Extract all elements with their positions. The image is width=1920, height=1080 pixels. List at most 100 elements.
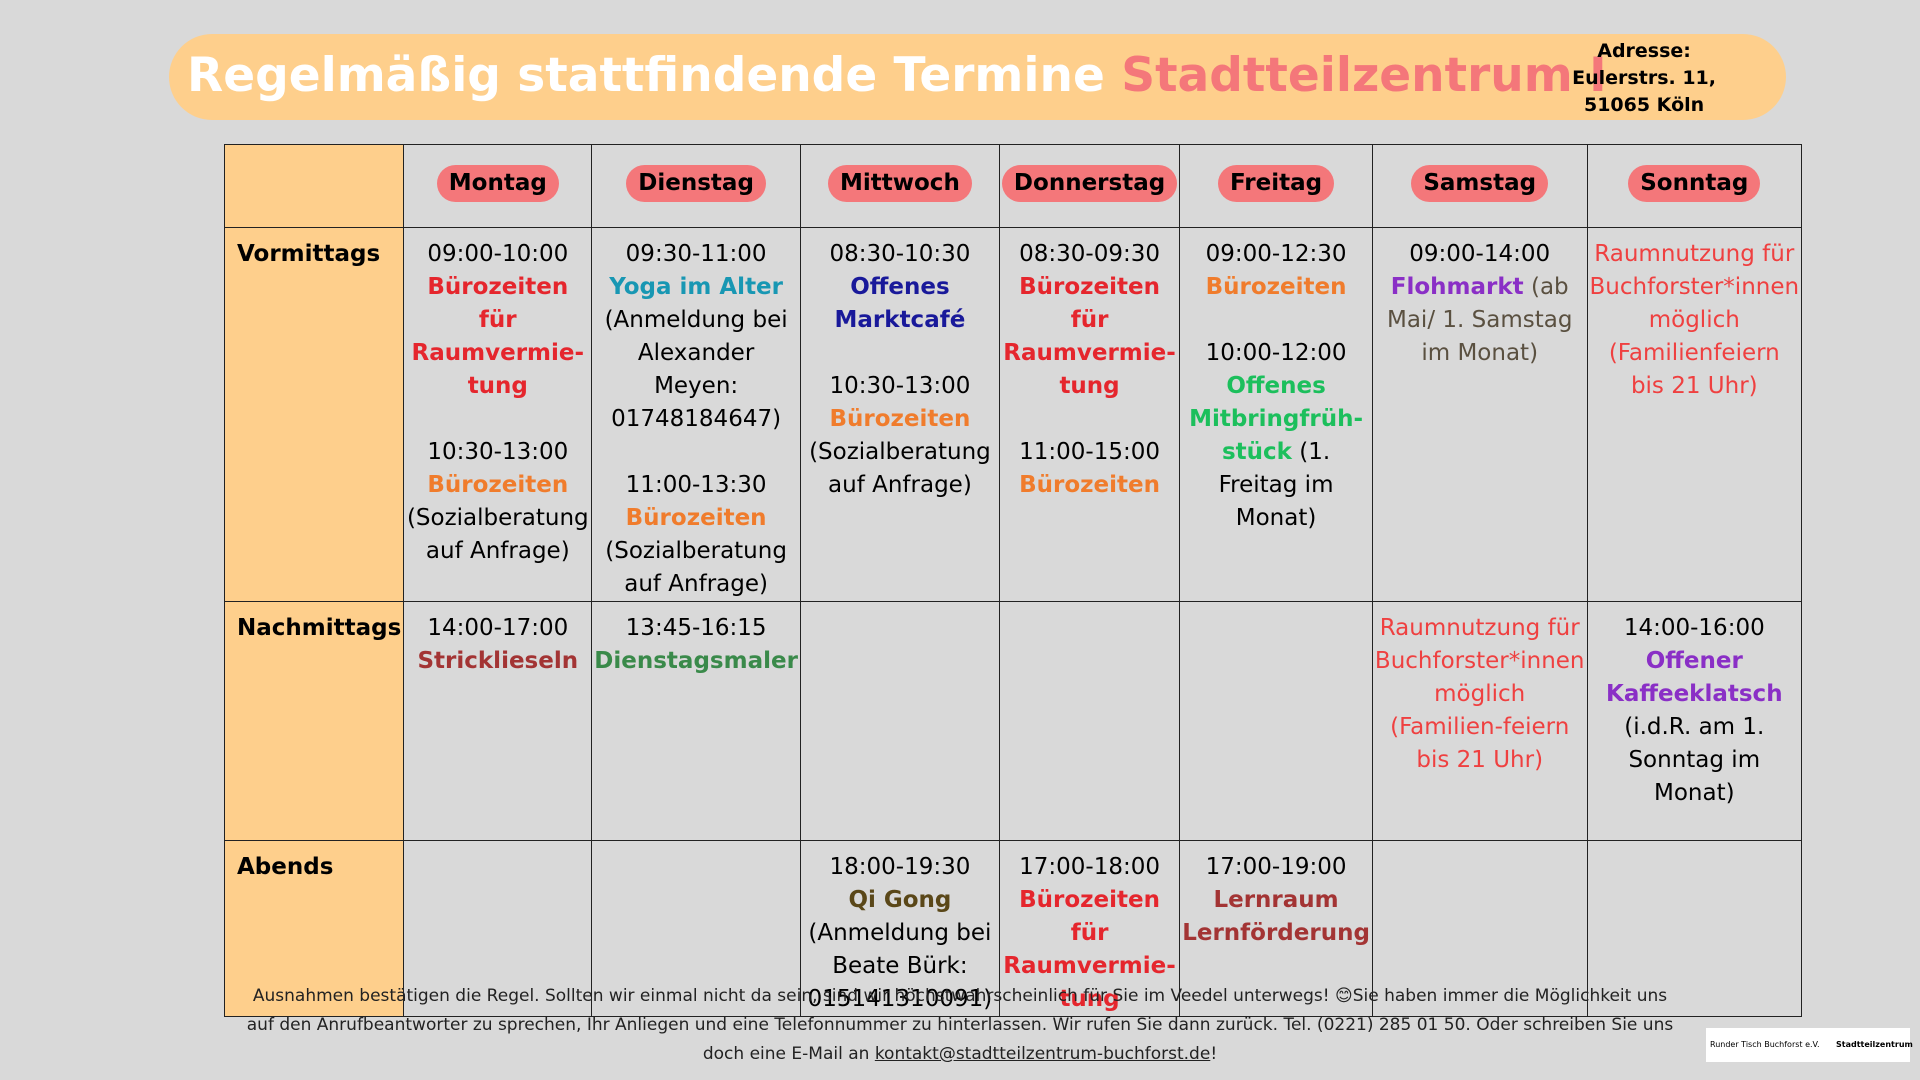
cell: Raumnutzung für Buchforster*innen möglic… <box>1586 227 1803 602</box>
note: (Anmeldung bei Alexander Meyen: 01748184… <box>604 307 788 432</box>
logos: Runder Tisch Buchforst e.V. Stadtteilzen… <box>1706 1028 1913 1062</box>
time: 11:00-15:00 <box>1019 439 1160 465</box>
period-row: Nachmittags 14:00-17:00 Stricklieseln 13:45… <box>223 601 1803 841</box>
entry: 18:00-19:30 Qi Gong (Anmeldung bei Beate … <box>803 851 997 1016</box>
event-title: Bürozeiten für Raumvermie­tung <box>1003 887 1176 1012</box>
day-cell: Mittwoch <box>799 144 1000 228</box>
time: 17:00-19:00 <box>1205 854 1347 880</box>
cell: 18:00-19:30 Qi Gong (Anmeldung bei Beate … <box>799 840 1000 1017</box>
note: (Sozialberatung auf Anfrage) <box>406 505 589 564</box>
day-label: Samstag <box>1411 165 1549 202</box>
schedule-table: Montag Dienstag Mittwoch Donnerstag Freitag S… <box>223 144 1803 1017</box>
time: 08:30-09:30 <box>1019 241 1160 267</box>
day-cell: Montag <box>403 144 593 228</box>
entry: 11:00-15:00 Bürozeiten <box>1002 436 1177 502</box>
entry: Raumnutzung für Buchforster*innen möglic… <box>1375 612 1585 777</box>
time: 10:00-12:00 <box>1205 340 1347 366</box>
note: (Anmeldung bei Beate Bürk: 015141310091) <box>807 920 993 1012</box>
logo-text: Stadtteilzentrum <box>1836 1040 1913 1049</box>
entry: 09:00-12:30 Bürozeiten <box>1182 238 1370 304</box>
period-row: Abends 18:00-19:30 Qi Gong (Anmeldung bei … <box>223 840 1803 1017</box>
time: 08:30-10:30 <box>829 241 971 267</box>
time: 14:00-17:00 <box>427 615 569 641</box>
cell <box>591 840 801 1017</box>
event-title: Bürozeiten <box>427 472 569 498</box>
cell: 14:00-17:00 Stricklieseln <box>403 601 593 841</box>
cell: 17:00-18:00 Bürozeiten für Raumvermie­tun… <box>998 840 1181 1017</box>
day-cell: Dienstag <box>591 144 801 228</box>
entry: 09:30-11:00 Yoga im Alter (Anmeldung bei … <box>594 238 798 436</box>
event-title: Stricklieseln <box>417 648 579 674</box>
day-label: Sonntag <box>1628 165 1761 202</box>
event-title: Bürozeiten <box>625 505 767 531</box>
cell: 09:30-11:00 Yoga im Alter (Anmeldung bei … <box>591 227 801 602</box>
cell: 13:45-16:15 Dienstagsmaler <box>591 601 801 841</box>
day-label: Montag <box>436 165 559 202</box>
cell <box>403 840 593 1017</box>
event-title: Qi Gong <box>848 887 952 913</box>
cell: 08:30-09:30 Bürozeiten für Raumvermie­tun… <box>998 227 1181 602</box>
cell <box>799 601 1000 841</box>
entry: 17:00-18:00 Bürozeiten für Raumvermie­tun… <box>1002 851 1177 1016</box>
event-title: Yoga im Alter <box>609 274 784 300</box>
entry: 10:30-13:00 Bürozeiten (Sozialberatung au… <box>406 436 589 568</box>
cell <box>1371 840 1588 1017</box>
entry: 08:30-10:30 Offenes Marktcafé <box>803 238 997 337</box>
cell: 09:00-14:00 Flohmarkt (ab Mai/ 1. Samstag… <box>1371 227 1588 602</box>
note: (i.d.R. am 1. Sonntag im Monat) <box>1624 714 1765 806</box>
day-label: Dienstag <box>626 165 766 202</box>
time: 14:00-16:00 <box>1623 615 1765 641</box>
entry: 14:00-16:00 Offener Kaffeeklatsch (i.d.R.… <box>1590 612 1800 810</box>
title-text: Regelmäßig stattfindende Termine <box>187 48 1105 103</box>
event-title: Bürozeiten <box>1205 274 1347 300</box>
note: (ab Mai/ 1. Samstag im Monat) <box>1386 274 1573 366</box>
time: 09:30-11:00 <box>625 241 767 267</box>
address: Adresse: Eulerstrs. 11, 51065 Köln <box>1572 38 1716 119</box>
event-title: Lernraum Lernförderung <box>1182 887 1370 946</box>
note: Raumnutzung für Buchforster*innen möglic… <box>1589 241 1800 399</box>
event-title: Offenes Mitbringfrüh­stück <box>1189 373 1364 465</box>
period-label: Abends <box>223 840 405 1017</box>
cell <box>1179 601 1373 841</box>
entry: 11:00-13:30 Bürozeiten (Sozialberatung au… <box>594 469 798 601</box>
time: 09:00-14:00 <box>1409 241 1551 267</box>
cell: 14:00-16:00 Offener Kaffeeklatsch (i.d.R.… <box>1586 601 1803 841</box>
cell: 09:00-10:00 Bürozeiten für Raumvermie­tun… <box>403 227 593 602</box>
cell: 09:00-12:30 Bürozeiten 10:00-12:00 Offenes … <box>1179 227 1373 602</box>
note: (Sozialberatung auf Anfrage) <box>809 439 991 498</box>
day-cell: Sonntag <box>1586 144 1803 228</box>
time: 09:00-12:30 <box>1205 241 1347 267</box>
entry: Raumnutzung für Buchforster*innen möglic… <box>1590 238 1800 403</box>
entry: 17:00-19:00 Lernraum Lernförderung <box>1182 851 1370 950</box>
event-title: Bürozeiten <box>1019 472 1160 498</box>
event-title: Offenes Marktcafé <box>834 274 966 333</box>
day-label: Mittwoch <box>828 165 972 202</box>
event-title: Offener Kaffeeklatsch <box>1606 648 1783 707</box>
time: 17:00-18:00 <box>1019 854 1160 880</box>
cell <box>998 601 1181 841</box>
cell: Raumnutzung für Buchforster*innen möglic… <box>1371 601 1588 841</box>
event-title: Bürozeiten <box>829 406 971 432</box>
entry: 10:30-13:00 Bürozeiten (Sozialberatung au… <box>803 370 997 502</box>
note: Raumnutzung für Buchforster*innen möglic… <box>1374 615 1585 773</box>
event-title: Dienstagsmaler <box>594 648 798 674</box>
event-title: Bürozeiten für Raumvermie­tung <box>1003 274 1176 399</box>
event-title: Flohmarkt <box>1390 274 1524 300</box>
day-label: Donnerstag <box>1001 165 1178 202</box>
address-line: Adresse: <box>1597 40 1691 62</box>
header: Regelmäßig stattfindende Termine Stadtte… <box>169 34 1786 120</box>
address-line: 51065 Köln <box>1583 94 1705 116</box>
day-label: Freitag <box>1218 165 1335 202</box>
entry: 13:45-16:15 Dienstagsmaler <box>594 612 798 678</box>
period-row: Vormittags 09:00-10:00 Bürozeiten für Raum… <box>223 227 1803 602</box>
time: 10:30-13:00 <box>427 439 569 465</box>
note: (Sozialberatung auf Anfrage) <box>605 538 787 597</box>
time: 10:30-13:00 <box>829 373 971 399</box>
time: 13:45-16:15 <box>625 615 767 641</box>
time: 18:00-19:30 <box>829 854 971 880</box>
email[interactable]: kontakt@stadtteilzentrum-buchforst.de <box>874 1044 1211 1064</box>
entry: 10:00-12:00 Offenes Mitbringfrüh­stück (1… <box>1182 337 1370 535</box>
event-title: Bürozeiten für Raumvermie­tung <box>411 274 585 399</box>
